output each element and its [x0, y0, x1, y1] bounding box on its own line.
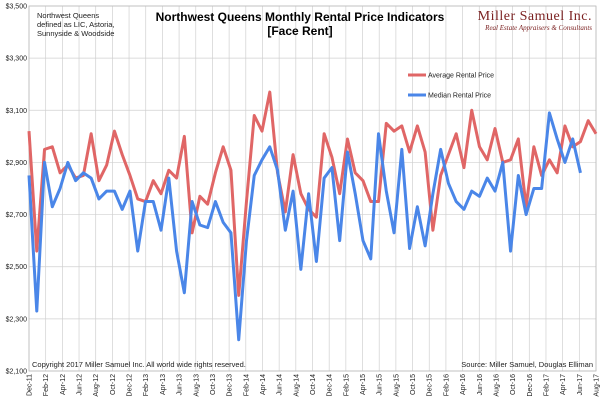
x-tick-label: Oct-12	[110, 374, 117, 395]
x-tick-label: Feb-16	[443, 374, 450, 396]
x-tick-label: Aug-13	[193, 374, 200, 397]
x-tick-label: Oct-14	[310, 374, 317, 395]
x-tick-label: Aug-15	[393, 374, 400, 397]
x-tick-label: Jun-15	[377, 374, 384, 396]
x-tick-label: Aug-16	[493, 374, 500, 397]
x-tick-label: Aug-17	[594, 374, 600, 397]
x-tick-label: Jun-16	[477, 374, 484, 396]
y-tick-label: $2,300	[6, 316, 28, 323]
y-tick-label: $3,300	[6, 56, 28, 63]
x-tick-label: Aug-12	[93, 374, 100, 397]
x-tick-label: Apr-13	[160, 374, 167, 395]
x-tick-label: Feb-12	[43, 374, 50, 396]
legend: Average Rental Price Median Rental Price	[408, 73, 494, 100]
x-tick-label: Dec-16	[527, 374, 534, 397]
x-tick-label: Dec-12	[127, 374, 134, 397]
y-tick-label: $3,500	[6, 4, 28, 11]
x-tick-label: Feb-14	[243, 374, 250, 396]
x-tick-label: Dec-11	[27, 374, 34, 396]
x-tick-label: Dec-14	[327, 374, 334, 397]
x-tick-label: Dec-13	[227, 374, 234, 397]
x-tick-label: Oct-15	[410, 374, 417, 395]
x-tick-label: Jun-14	[277, 374, 284, 396]
x-tick-label: Apr-15	[360, 374, 367, 395]
x-tick-label: Jun-13	[177, 374, 184, 396]
x-tick-label: Feb-13	[143, 374, 150, 396]
x-tick-label: Aug-14	[293, 374, 300, 397]
region-note-line-2: defined as LIC, Astoria,	[37, 20, 115, 29]
y-tick-label: $2,500	[6, 264, 28, 271]
legend-label-median: Median Rental Price	[428, 93, 491, 100]
copyright-note: Copyright 2017 Miller Samuel Inc. All wo…	[32, 360, 246, 369]
source-note: Source: Miller Samuel, Douglas Elliman	[461, 360, 593, 369]
y-tick-label: $2,700	[6, 212, 28, 219]
brand-tagline: Real Estate Appraisers & Consultants	[484, 24, 592, 32]
y-tick-label: $3,100	[6, 108, 28, 115]
x-tick-label: Apr-14	[260, 374, 267, 395]
x-tick-label: Oct-16	[510, 374, 517, 395]
legend-label-average: Average Rental Price	[428, 73, 494, 80]
x-tick-label: Jun-12	[77, 374, 84, 396]
brand-logo: Miller Samuel Inc.	[478, 9, 592, 24]
x-tick-label: Feb-15	[343, 374, 350, 396]
region-note-line-3: Sunnyside & Woodside	[37, 29, 114, 38]
x-tick-label: Jun-17	[577, 374, 584, 396]
x-tick-label: Apr-16	[460, 374, 467, 395]
x-tick-label: Apr-17	[560, 374, 567, 395]
series-line-median-rental-price	[27, 111, 582, 342]
series-layer	[27, 90, 598, 342]
x-tick-label: Dec-15	[427, 374, 434, 397]
x-tick-label: Oct-13	[210, 374, 217, 395]
chart-title: Northwest Queens Monthly Rental Price In…	[156, 10, 445, 24]
series-line-average-rental-price	[27, 90, 598, 297]
x-tick-label: Feb-17	[543, 374, 550, 396]
y-tick-label: $2,900	[6, 160, 28, 167]
region-note-line-1: Northwest Queens	[37, 11, 99, 20]
chart-subtitle: [Face Rent]	[267, 24, 332, 38]
x-tick-label: Apr-12	[60, 374, 67, 395]
x-axis-ticks: Dec-11 Feb-12 Apr-12 Jun-12 Aug-12 Oct-12 Dec-…	[27, 374, 600, 397]
y-axis-ticks: $2,100 $2,300 $2,500 $2,700 $2,900 $3,100 $3,3…	[6, 4, 28, 376]
grid-lines	[28, 5, 597, 372]
y-tick-label: $2,100	[6, 369, 28, 376]
